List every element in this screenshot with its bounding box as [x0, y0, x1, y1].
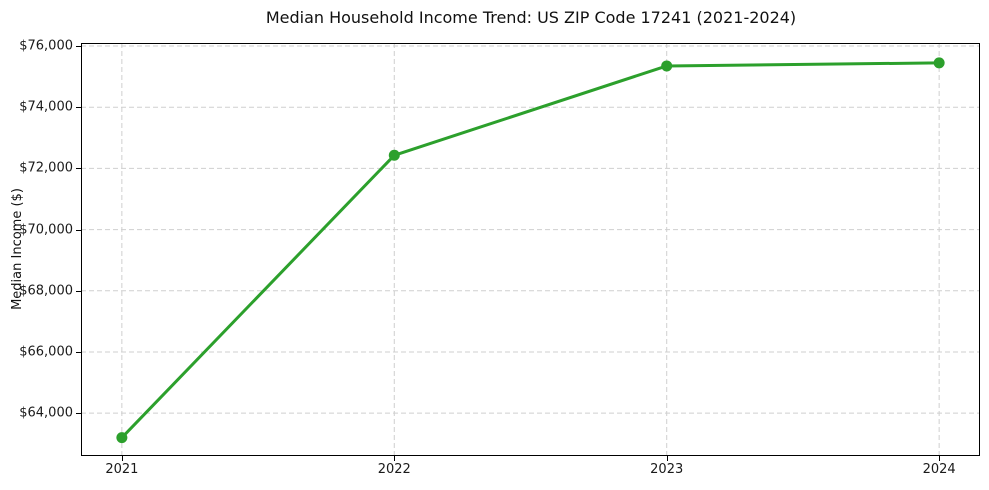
x-tick-mark	[939, 456, 941, 461]
income-trend-line	[120, 61, 941, 440]
y-tick-mark	[76, 413, 81, 415]
chart-title: Median Household Income Trend: US ZIP Co…	[265, 8, 797, 27]
y-tick-mark	[76, 351, 81, 353]
data-point-marker	[933, 57, 945, 69]
y-tick-label: $70,000	[19, 222, 73, 238]
data-point-marker	[661, 60, 673, 72]
y-tick-label: $72,000	[19, 160, 73, 176]
y-tick-mark	[76, 46, 81, 48]
y-tick-label: $66,000	[19, 344, 73, 360]
x-tick-mark	[666, 456, 668, 461]
y-tick-label: $76,000	[19, 38, 73, 54]
x-tick-mark	[394, 456, 396, 461]
x-tick-label: 2022	[377, 462, 411, 477]
x-tick-label: 2024	[922, 462, 956, 477]
y-tick-mark	[76, 107, 81, 109]
y-tick-mark	[76, 290, 81, 292]
x-tick-label: 2023	[650, 462, 684, 477]
y-tick-label: $74,000	[19, 99, 73, 115]
y-tick-label: $64,000	[19, 405, 73, 421]
y-tick-label: $68,000	[19, 283, 73, 299]
data-point-marker	[116, 432, 128, 444]
x-tick-label: 2021	[105, 462, 139, 477]
x-tick-mark	[121, 456, 123, 461]
data-point-marker	[388, 149, 400, 161]
y-tick-mark	[76, 168, 81, 170]
y-tick-mark	[76, 229, 81, 231]
line-plot-canvas	[81, 43, 980, 456]
